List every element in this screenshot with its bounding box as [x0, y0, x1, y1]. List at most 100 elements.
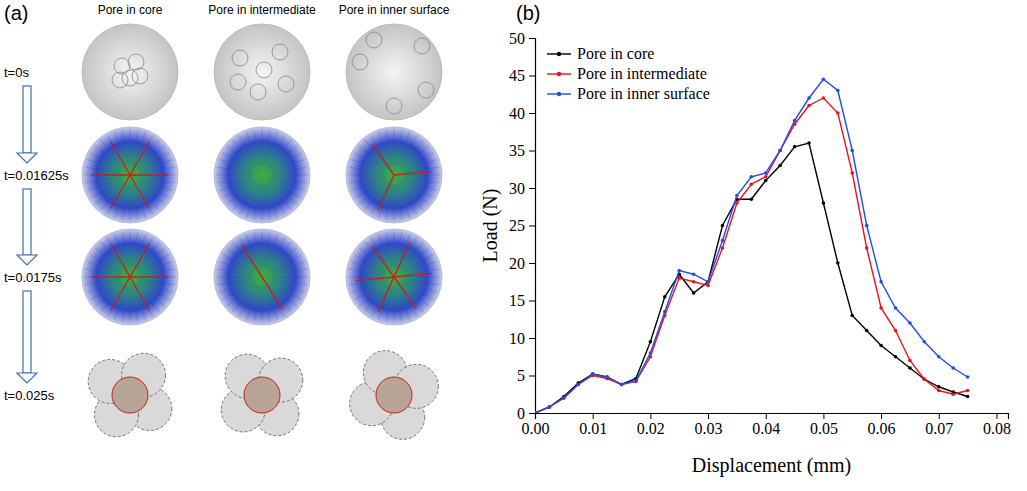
- panel-label: (b): [516, 2, 540, 24]
- x-axis-title: Displacement (mm): [692, 454, 851, 477]
- specimen-image: [346, 24, 442, 120]
- marker: [721, 239, 725, 243]
- tick: 0: [517, 405, 535, 422]
- marker: [735, 194, 739, 198]
- marker: [807, 96, 811, 100]
- marker: [750, 197, 754, 201]
- tick: 10: [509, 330, 535, 347]
- tick-label: 40: [509, 105, 525, 122]
- marker: [692, 280, 696, 284]
- marker: [735, 201, 739, 205]
- specimen-image: [350, 351, 439, 440]
- tick-mark: [529, 301, 535, 302]
- tick-mark: [529, 38, 535, 39]
- tick-mark: [708, 413, 709, 419]
- marker: [692, 272, 696, 276]
- marker: [836, 89, 840, 93]
- marker: [923, 377, 927, 381]
- tick: 0.08: [983, 413, 1011, 437]
- tick-label: 20: [509, 255, 525, 272]
- marker: [951, 392, 955, 396]
- marker: [865, 246, 869, 250]
- marker: [822, 77, 826, 81]
- legend-marker: [557, 52, 561, 56]
- specimen-image: [82, 24, 178, 120]
- figure: (a)Pore in corePore in intermediatePore …: [0, 0, 1027, 491]
- marker: [634, 379, 638, 383]
- marker: [535, 411, 537, 413]
- legend-label: Pore in intermediate: [577, 65, 707, 82]
- tick-mark: [939, 413, 940, 419]
- marker: [750, 182, 754, 186]
- marker: [535, 411, 537, 413]
- specimen-image: [214, 229, 310, 325]
- legend-label: Pore in inner surface: [577, 85, 710, 102]
- marker: [677, 269, 681, 273]
- marker: [951, 366, 955, 370]
- marker: [966, 389, 970, 393]
- tick-mark: [823, 413, 824, 419]
- column-header: Pore in intermediate: [208, 3, 316, 17]
- marker: [894, 355, 898, 359]
- marker: [908, 321, 912, 325]
- tick-mark: [529, 188, 535, 189]
- tick-mark: [529, 376, 535, 377]
- specimen-image: [346, 127, 442, 223]
- marker: [721, 224, 725, 228]
- marker: [778, 164, 782, 168]
- arrow: [17, 291, 37, 383]
- marker: [894, 306, 898, 310]
- specimen-image: [221, 354, 303, 436]
- marker: [706, 280, 710, 284]
- tick-mark: [529, 413, 535, 414]
- marker: [750, 175, 754, 179]
- marker: [836, 261, 840, 265]
- marker: [605, 375, 609, 379]
- marker: [778, 149, 782, 153]
- marker: [605, 375, 609, 379]
- marker: [649, 340, 653, 344]
- tick: 45: [509, 67, 535, 84]
- marker: [966, 375, 970, 379]
- marker: [908, 359, 912, 363]
- marker: [879, 280, 883, 284]
- marker: [548, 405, 552, 409]
- marker: [923, 340, 927, 344]
- marker: [807, 104, 811, 108]
- marker: [822, 96, 826, 100]
- panel-a: (a)Pore in corePore in intermediatePore …: [4, 2, 450, 439]
- marker: [764, 179, 768, 183]
- tick: 35: [509, 142, 535, 159]
- marker: [677, 276, 681, 280]
- tick-mark: [529, 76, 535, 77]
- marker: [706, 280, 710, 284]
- marker: [620, 383, 624, 387]
- tick: 0.01: [579, 413, 607, 437]
- legend-marker: [557, 72, 561, 76]
- panel-b: (b)0.000.010.020.030.040.050.060.070.080…: [479, 2, 1011, 477]
- tick: 0.04: [752, 413, 780, 437]
- tick-mark: [593, 413, 594, 419]
- tick: 15: [509, 292, 535, 309]
- tick: 50: [509, 30, 535, 47]
- tick-mark: [529, 338, 535, 339]
- arrow: [17, 86, 37, 163]
- tick-label: 0.01: [579, 420, 607, 437]
- tick-label: 35: [509, 142, 525, 159]
- marker: [634, 380, 638, 384]
- tick-label: 15: [509, 292, 525, 309]
- tick-label: 0.04: [752, 420, 780, 437]
- tick-label: 0: [517, 405, 525, 422]
- marker: [576, 383, 580, 387]
- marker: [649, 351, 653, 355]
- axis-line: [536, 414, 1009, 420]
- marker: [721, 246, 725, 250]
- tick-mark: [996, 413, 997, 419]
- marker: [879, 306, 883, 310]
- tick-label: 25: [509, 217, 525, 234]
- tick: 0.06: [868, 413, 896, 437]
- specimen-image: [346, 229, 442, 325]
- tick: 40: [509, 105, 535, 122]
- marker: [822, 201, 826, 205]
- column-header: Pore in inner surface: [339, 3, 450, 17]
